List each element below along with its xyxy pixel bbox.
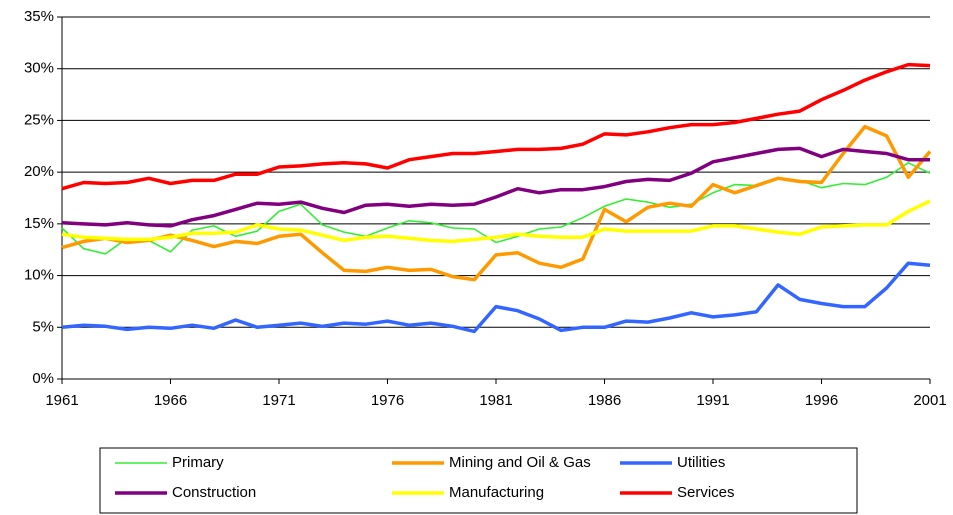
x-tick-label: 1981 bbox=[479, 392, 512, 409]
x-tick-label: 1966 bbox=[154, 392, 187, 409]
x-tick-label: 1991 bbox=[696, 392, 729, 409]
series-line bbox=[61, 124, 932, 282]
y-tick-label: 15% bbox=[24, 215, 54, 232]
x-tick-label: 1961 bbox=[45, 392, 78, 409]
y-tick-label: 25% bbox=[24, 111, 54, 128]
series-line bbox=[61, 62, 931, 191]
y-tick-label: 20% bbox=[24, 163, 54, 180]
y-tick-label: 5% bbox=[32, 318, 54, 335]
legend-label: Utilities bbox=[677, 454, 725, 471]
series-line bbox=[61, 261, 931, 334]
legend-label: Services bbox=[677, 484, 735, 501]
legend-label: Mining and Oil & Gas bbox=[449, 454, 591, 471]
x-tick-label: 1986 bbox=[588, 392, 621, 409]
legend-box bbox=[99, 447, 858, 514]
x-tick-label: 1996 bbox=[805, 392, 838, 409]
y-tick-label: 30% bbox=[24, 60, 54, 77]
x-tick-label: 1976 bbox=[371, 392, 404, 409]
series-line bbox=[61, 199, 931, 244]
y-tick-label: 10% bbox=[24, 267, 54, 284]
y-tick-label: 35% bbox=[24, 8, 54, 25]
legend-label: Manufacturing bbox=[449, 484, 544, 501]
series-line bbox=[61, 146, 930, 228]
legend-label: Primary bbox=[172, 454, 224, 471]
x-tick-label: 2001 bbox=[913, 392, 946, 409]
x-tick-label: 1971 bbox=[262, 392, 295, 409]
y-tick-label: 0% bbox=[32, 370, 54, 387]
legend-label: Construction bbox=[172, 484, 256, 501]
